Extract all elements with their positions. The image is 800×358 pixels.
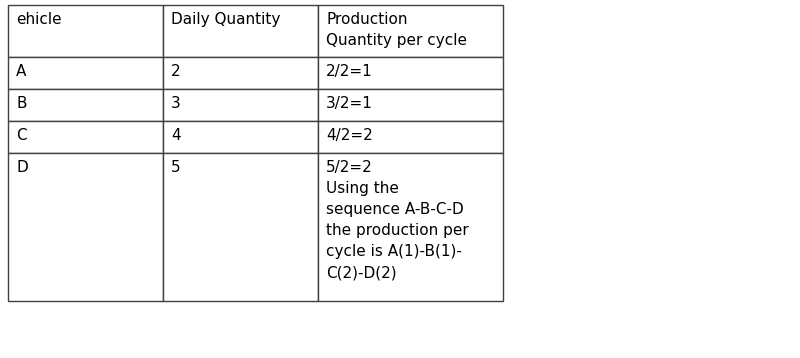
Bar xyxy=(318,5,503,57)
Text: 4/2=2: 4/2=2 xyxy=(326,128,373,143)
Bar xyxy=(163,5,318,57)
Bar xyxy=(163,89,318,121)
Text: 5/2=2
Using the
sequence A-B-C-D
the production per
cycle is A(1)-B(1)-
C(2)-D(2: 5/2=2 Using the sequence A-B-C-D the pro… xyxy=(326,160,469,280)
Bar xyxy=(318,121,503,153)
Bar xyxy=(318,153,503,301)
Text: 4: 4 xyxy=(171,128,181,143)
Text: B: B xyxy=(16,96,26,111)
Bar xyxy=(8,5,163,57)
Bar xyxy=(163,121,318,153)
Text: 2/2=1: 2/2=1 xyxy=(326,64,373,79)
Text: 3: 3 xyxy=(171,96,181,111)
Text: Production
Quantity per cycle: Production Quantity per cycle xyxy=(326,12,467,48)
Text: 2: 2 xyxy=(171,64,181,79)
Text: D: D xyxy=(16,160,28,175)
Text: 5: 5 xyxy=(171,160,181,175)
Text: ehicle: ehicle xyxy=(16,12,62,27)
Bar xyxy=(8,121,163,153)
Bar xyxy=(163,57,318,89)
Bar xyxy=(318,57,503,89)
Text: Daily Quantity: Daily Quantity xyxy=(171,12,280,27)
Text: A: A xyxy=(16,64,26,79)
Bar xyxy=(8,89,163,121)
Bar xyxy=(163,153,318,301)
Text: C: C xyxy=(16,128,26,143)
Bar xyxy=(8,153,163,301)
Bar xyxy=(8,57,163,89)
Text: 3/2=1: 3/2=1 xyxy=(326,96,373,111)
Bar xyxy=(318,89,503,121)
